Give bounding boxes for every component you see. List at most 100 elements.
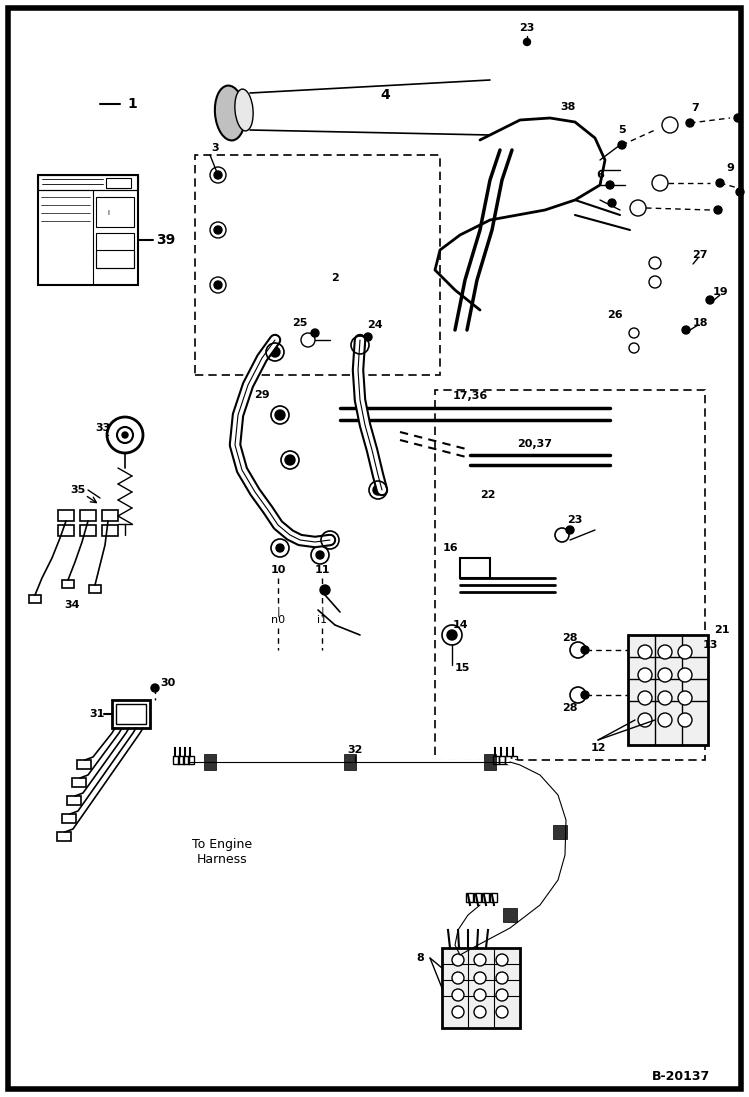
Circle shape	[638, 713, 652, 727]
Circle shape	[566, 525, 574, 534]
Circle shape	[355, 340, 365, 350]
Text: 9: 9	[726, 163, 734, 173]
Bar	[173, 756, 179, 764]
Circle shape	[452, 989, 464, 1000]
Text: 10: 10	[270, 565, 285, 575]
Bar	[102, 510, 118, 521]
Text: 31: 31	[89, 709, 105, 719]
Bar	[505, 756, 511, 764]
Text: 23: 23	[567, 514, 583, 525]
Circle shape	[107, 417, 143, 453]
Text: 23: 23	[519, 23, 535, 33]
Text: 28: 28	[562, 633, 577, 643]
Bar	[183, 756, 189, 764]
Ellipse shape	[215, 86, 245, 140]
Circle shape	[608, 199, 616, 207]
Text: |: |	[276, 607, 280, 618]
Circle shape	[581, 646, 589, 654]
Circle shape	[474, 972, 486, 984]
Circle shape	[452, 972, 464, 984]
Text: 33: 33	[95, 423, 111, 433]
Circle shape	[474, 954, 486, 966]
Circle shape	[570, 642, 586, 658]
Bar	[96, 250, 134, 268]
Circle shape	[311, 329, 319, 337]
Bar	[62, 580, 74, 588]
Bar	[178, 756, 184, 764]
Bar	[38, 176, 138, 190]
Circle shape	[524, 38, 530, 45]
Bar	[62, 814, 76, 823]
Circle shape	[496, 972, 508, 984]
Circle shape	[316, 551, 324, 559]
Circle shape	[122, 432, 128, 438]
Circle shape	[686, 118, 694, 127]
Text: 34: 34	[64, 600, 79, 610]
Text: 1: 1	[127, 97, 137, 111]
Text: 29: 29	[254, 391, 270, 400]
Bar	[344, 754, 356, 770]
Bar	[72, 778, 86, 787]
Circle shape	[658, 691, 672, 705]
Circle shape	[214, 226, 222, 234]
Circle shape	[474, 989, 486, 1000]
Polygon shape	[215, 75, 555, 145]
Text: 12: 12	[590, 743, 606, 753]
Circle shape	[285, 455, 295, 465]
Text: B-20137: B-20137	[652, 1071, 710, 1084]
Text: i1: i1	[317, 615, 327, 625]
Circle shape	[496, 1006, 508, 1018]
Bar	[89, 585, 101, 593]
Circle shape	[678, 668, 692, 682]
Polygon shape	[48, 65, 100, 79]
Text: 16: 16	[442, 543, 458, 553]
Bar	[195, 155, 440, 375]
Circle shape	[658, 713, 672, 727]
Text: 14: 14	[452, 620, 468, 630]
Polygon shape	[435, 118, 605, 310]
Bar	[553, 825, 567, 839]
Bar	[58, 525, 74, 536]
Circle shape	[716, 179, 724, 186]
Circle shape	[658, 645, 672, 659]
Text: 30: 30	[160, 678, 175, 688]
Circle shape	[706, 296, 714, 304]
Text: 26: 26	[607, 310, 623, 320]
Circle shape	[364, 333, 372, 341]
Circle shape	[629, 343, 639, 353]
Circle shape	[682, 326, 690, 333]
Bar	[102, 525, 118, 536]
Circle shape	[638, 691, 652, 705]
Circle shape	[606, 181, 614, 189]
Circle shape	[630, 200, 646, 216]
Circle shape	[474, 1006, 486, 1018]
Circle shape	[210, 278, 226, 293]
Circle shape	[325, 535, 335, 545]
Circle shape	[270, 347, 280, 357]
Polygon shape	[48, 79, 86, 129]
Text: 38: 38	[560, 102, 576, 112]
Bar	[112, 700, 150, 728]
Bar	[80, 525, 96, 536]
Text: 22: 22	[480, 490, 496, 500]
Circle shape	[452, 954, 464, 966]
Circle shape	[555, 528, 569, 542]
Circle shape	[714, 206, 722, 214]
Text: 15: 15	[455, 663, 470, 672]
Bar	[493, 756, 499, 764]
Circle shape	[581, 691, 589, 699]
Bar	[482, 893, 489, 902]
Text: 2: 2	[331, 273, 339, 283]
Circle shape	[151, 685, 159, 692]
Circle shape	[452, 1006, 464, 1018]
Text: l: l	[107, 210, 109, 216]
Text: 4: 4	[380, 88, 390, 102]
Circle shape	[649, 276, 661, 289]
Circle shape	[736, 188, 744, 196]
Text: 32: 32	[348, 745, 363, 755]
Text: 24: 24	[367, 320, 383, 330]
Text: 39: 39	[157, 233, 175, 247]
Bar	[38, 176, 138, 285]
Bar	[58, 510, 74, 521]
Bar	[460, 558, 490, 578]
